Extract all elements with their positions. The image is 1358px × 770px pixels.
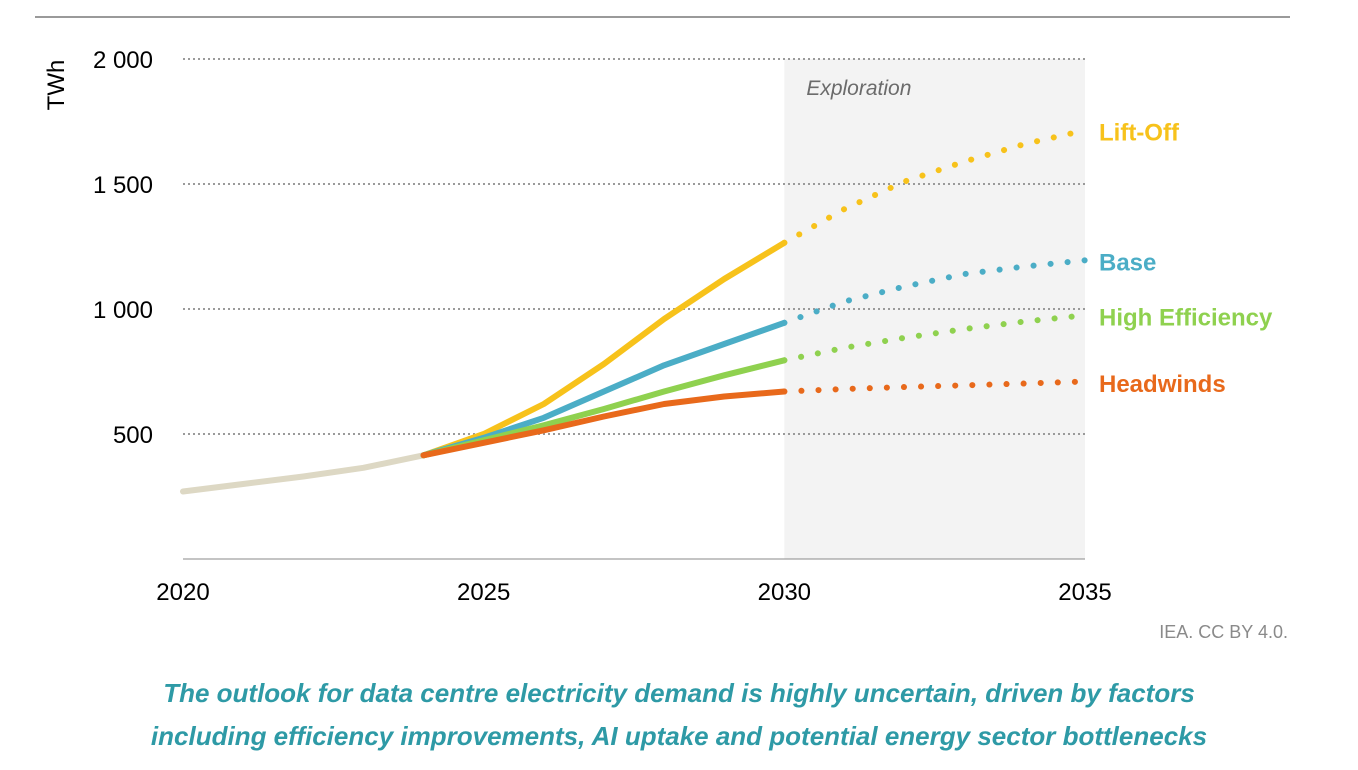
series-label-lift-off: Lift-Off: [1099, 120, 1180, 147]
chart: Exploration 500 1 000 1 500 2 000 2020 2025 2…: [35, 16, 1290, 606]
y-tick-label: 500: [113, 422, 153, 449]
y-tick-label: 1 000: [93, 297, 153, 324]
exploration-label: Exploration: [806, 77, 911, 100]
series-line-base-projection: [781, 257, 1088, 326]
x-tick-label: 2035: [1058, 579, 1111, 606]
series-line-headwinds: [420, 388, 788, 459]
series-line-lift-off-projection: [781, 127, 1088, 246]
x-tick-label: 2025: [457, 579, 510, 606]
y-tick-label: 2 000: [93, 47, 153, 74]
caption: The outlook for data centre electricity …: [0, 672, 1358, 758]
y-axis-title: TWh: [43, 60, 70, 111]
credit-text: IEA. CC BY 4.0.: [1159, 622, 1288, 642]
series-line-historical: [180, 452, 427, 495]
x-tick-label: 2030: [758, 579, 811, 606]
series-label-high-efficiency: High Efficiency: [1099, 305, 1273, 332]
series-line-lift-off: [420, 239, 788, 459]
y-tick-label: 1 500: [93, 172, 153, 199]
series-label-base: Base: [1099, 250, 1156, 277]
series-label-headwinds: Headwinds: [1099, 371, 1226, 398]
caption-line-2: including efficiency improvements, AI up…: [150, 721, 1208, 751]
series-line-high-efficiency-projection: [781, 312, 1088, 364]
caption-line-1: The outlook for data centre electricity …: [163, 678, 1195, 708]
x-tick-label: 2020: [156, 579, 209, 606]
series-line-headwinds-projection: [781, 378, 1088, 395]
